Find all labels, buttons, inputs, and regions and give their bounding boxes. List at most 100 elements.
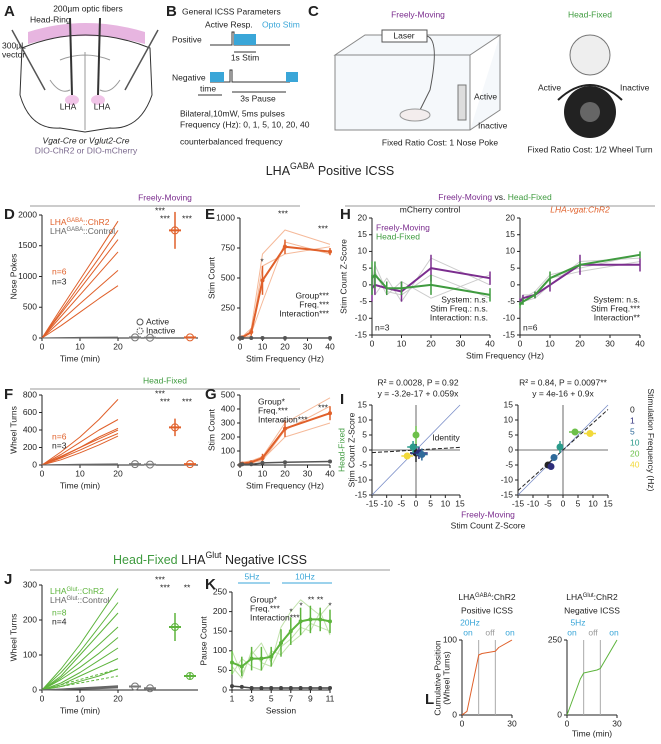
x-tick-label: 3 (249, 693, 254, 703)
point (556, 443, 564, 451)
annotation: (Wheel Turns) (441, 651, 451, 705)
annotation: Identity (432, 432, 460, 442)
y-tick-label: 400 (23, 424, 37, 434)
y-axis-label: Stim Count (206, 256, 216, 299)
y-axis-label: Stim Count Z-Score (338, 239, 348, 314)
point (403, 452, 411, 460)
text-part: LHA (178, 553, 206, 567)
fiber (69, 17, 73, 96)
y-tick-label: 500 (221, 272, 235, 282)
label: Negative (172, 72, 206, 82)
text-part: LHA (50, 226, 67, 236)
x-tick-label: 30 (605, 338, 615, 348)
y-tick-label: 500 (23, 302, 37, 312)
annotation: * (328, 600, 332, 610)
text-part: ::Control (83, 226, 115, 236)
annotation: *** (182, 213, 193, 223)
panel-letter: B (166, 3, 177, 20)
point (547, 463, 555, 470)
label: Opto Stim (262, 19, 300, 29)
annotation: n=6 (523, 322, 538, 332)
y-tick-label: -10 (355, 313, 368, 323)
label: DIO-ChR2 or DIO-mCherry (35, 145, 138, 155)
marker (249, 656, 254, 661)
marker (283, 244, 287, 249)
chart-title: LHAGlut:ChR2 (566, 592, 618, 602)
x-tick-label: 0 (460, 718, 465, 728)
marker (260, 336, 265, 340)
label: Active (474, 91, 497, 101)
annotation: on (463, 627, 473, 637)
marker (328, 336, 332, 340)
x-tick-label: 10 (75, 341, 85, 351)
annotation: *** (155, 205, 166, 215)
marker (260, 456, 265, 460)
y-axis-label: Stim Count Z-Score (346, 412, 356, 487)
legend-entry: Freely-Moving (376, 222, 430, 232)
x-tick-label: 10 (588, 498, 598, 508)
x-tick-label: 7 (288, 693, 293, 703)
text-part: Glut (67, 587, 78, 593)
y-tick-label: 5 (510, 262, 515, 272)
label: Inactive (620, 82, 650, 92)
x-axis-label: Stim Frequency (Hz) (466, 350, 544, 360)
y-axis-label: Stim Count (206, 408, 216, 451)
annotation: 20Hz (460, 617, 480, 627)
label: 200µm optic fibers (53, 3, 123, 13)
y-tick-label: -15 (503, 329, 516, 339)
x-tick-label: 40 (325, 341, 335, 351)
annotation: *** (182, 396, 193, 406)
label: vector (2, 49, 25, 59)
y-tick-label: 800 (23, 389, 37, 399)
y-tick-label: 1000 (216, 212, 235, 222)
line (41, 626, 119, 691)
text-part: Glut (205, 550, 222, 560)
y-tick-label: -5 (505, 459, 513, 469)
x-tick-label: -15 (512, 498, 525, 508)
annotation: * (281, 417, 285, 427)
lha (65, 95, 79, 105)
annotation: Interaction: n.s. (430, 312, 488, 322)
marker (279, 640, 283, 645)
y-axis-label: Wheel Turns (8, 614, 18, 662)
x-tick-label: 30 (612, 718, 622, 728)
point (412, 431, 420, 439)
stim-block (210, 72, 224, 82)
x-tick-label: 20 (113, 693, 123, 703)
line (41, 251, 119, 339)
annotation: Interaction*** (250, 612, 300, 622)
legend-symbol (136, 327, 144, 335)
panel-letter: G (205, 386, 217, 403)
y-tick-label: 0 (32, 459, 37, 469)
y-tick-label: 200 (221, 431, 235, 441)
label: Bilateral,10mW, 5ms pulses (180, 108, 285, 118)
section-heading: Head-Fixed LHAGlut Negative ICSS (113, 550, 307, 567)
text-part: LHA (458, 592, 475, 602)
text-part: Head-Fixed (113, 553, 178, 567)
cable (419, 35, 435, 111)
text-part: ::Control (77, 595, 109, 605)
fiber (97, 17, 101, 96)
x-tick-label: -5 (398, 498, 406, 508)
x-tick-label: 0 (238, 341, 243, 351)
marker (230, 660, 234, 665)
line (41, 668, 119, 691)
text-part: :ChR2 (594, 592, 618, 602)
x-tick-label: 0 (370, 338, 375, 348)
x-tick-label: 1 (230, 693, 235, 703)
section-heading: Freely-Moving vs. Head-Fixed (438, 192, 552, 202)
marker (328, 459, 332, 464)
line (41, 220, 119, 339)
y-tick-label: 10 (504, 414, 514, 424)
y-tick-label: -10 (501, 474, 514, 484)
y-tick-label: 0 (32, 332, 37, 342)
x-axis-label: Stim Count Z-Score (451, 520, 526, 530)
marker (269, 654, 274, 659)
annotation: Head-Fixed (336, 428, 346, 472)
text-part: vs. (492, 192, 508, 202)
text-part: ::ChR2 (77, 586, 104, 596)
marker (308, 686, 313, 691)
y-tick-label: 15 (358, 399, 368, 409)
y-tick-label: 400 (221, 403, 235, 413)
stim-block (234, 34, 256, 45)
